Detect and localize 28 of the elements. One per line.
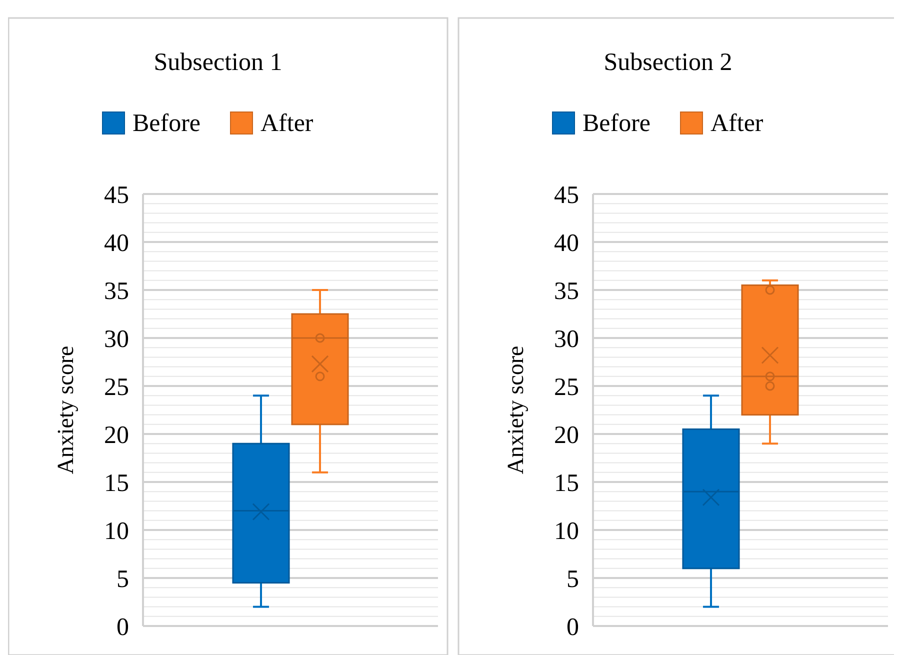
y-tick-label: 5	[116, 566, 129, 593]
y-axis-title: Anxiety score	[503, 346, 528, 474]
y-tick-label: 20	[104, 422, 129, 449]
y-tick-label: 45	[104, 182, 129, 209]
y-tick-label: 25	[554, 374, 579, 401]
y-tick-label: 35	[104, 278, 129, 305]
y-tick-label: 30	[554, 326, 579, 353]
y-tick-label: 40	[554, 230, 579, 257]
y-tick-label: 5	[566, 566, 579, 593]
y-tick-label: 10	[104, 518, 129, 545]
legend-label: Before	[582, 110, 651, 137]
y-tick-label: 30	[104, 326, 129, 353]
y-axis-title: Anxiety score	[53, 346, 78, 474]
y-tick-label: 35	[554, 278, 579, 305]
legend-label: Before	[132, 110, 201, 137]
y-tick-label: 0	[116, 614, 129, 641]
y-tick-label: 0	[566, 614, 579, 641]
y-tick-label: 20	[554, 422, 579, 449]
y-tick-label: 15	[104, 470, 129, 497]
y-tick-label: 10	[554, 518, 579, 545]
y-tick-label: 45	[554, 182, 579, 209]
legend-label: After	[260, 110, 314, 137]
y-tick-label: 15	[554, 470, 579, 497]
y-tick-label: 40	[104, 230, 129, 257]
chart-title: Subsection 1	[154, 49, 282, 76]
legend-label: After	[710, 110, 764, 137]
chart-title: Subsection 2	[604, 49, 732, 76]
y-tick-label: 25	[104, 374, 129, 401]
